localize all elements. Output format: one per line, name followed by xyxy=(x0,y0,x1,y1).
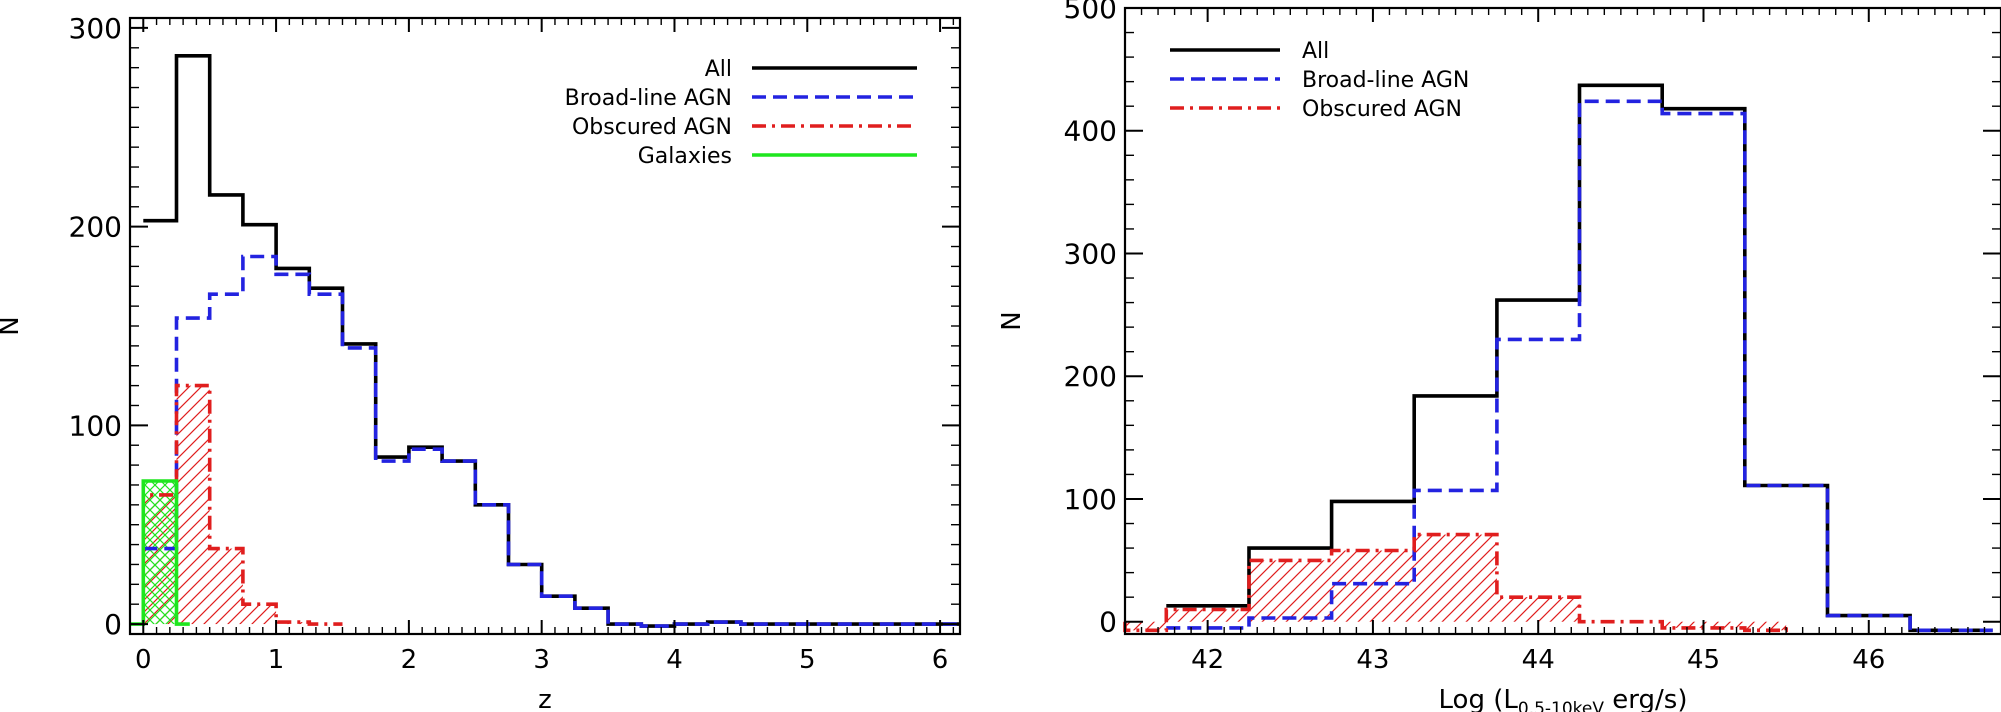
x-tick-label: 2 xyxy=(401,645,418,675)
hatched-bar xyxy=(1496,597,1580,622)
x-tick-label: 3 xyxy=(533,645,550,675)
y-tick-label: 400 xyxy=(1064,115,1117,148)
hatched-bar xyxy=(1414,534,1497,622)
series-broad-line-agn-line xyxy=(1166,99,1993,633)
hatched-bar xyxy=(1331,550,1415,622)
legend-label: Obscured AGN xyxy=(572,115,732,140)
redshift-histogram-panel: 0 1 2 3 4 5 6 0 100 200 300 z N All Broad-line AGN O… xyxy=(0,12,962,712)
x-axis-label: Log (L0.5-10keV erg/s) xyxy=(1439,685,1688,712)
y-tick-label: 500 xyxy=(1064,0,1117,25)
legend-label: Obscured AGN xyxy=(1302,97,1462,122)
y-axis-label: N xyxy=(0,316,25,335)
legend-label: All xyxy=(1302,39,1329,64)
y-tick-label: 300 xyxy=(1064,237,1117,270)
x-tick-label: 42 xyxy=(1191,645,1224,675)
hatched-bar xyxy=(176,385,210,625)
legend-label: All xyxy=(705,57,732,82)
series-obscured-agn-line xyxy=(1123,532,1788,633)
x-tick-label: 44 xyxy=(1522,645,1555,675)
y-tick-label: 300 xyxy=(69,12,122,45)
x-tick-label: 46 xyxy=(1852,645,1885,675)
hatched-bar xyxy=(1744,621,1787,631)
legend: All Broad-line AGN Obscured AGN xyxy=(1170,39,1469,122)
y-tick-label: 100 xyxy=(1064,483,1117,516)
y-tick-label: 100 xyxy=(69,409,122,442)
x-tick-label: 45 xyxy=(1687,645,1720,675)
hatched-bar xyxy=(143,480,177,625)
series-obscured-agn-line xyxy=(141,383,343,626)
legend-label: Broad-line AGN xyxy=(565,86,732,111)
y-axis-label: N xyxy=(997,311,1027,330)
x-tick-label: 5 xyxy=(799,645,816,675)
series-all-line xyxy=(143,54,960,628)
hatched-bar xyxy=(1248,560,1332,622)
series-broad-line-agn-line xyxy=(143,254,960,628)
legend-label: Broad-line AGN xyxy=(1302,68,1469,93)
x-tick-label: 6 xyxy=(932,645,949,675)
hatched-bar xyxy=(242,604,277,625)
y-tick-label: 0 xyxy=(104,608,122,641)
plot-frame xyxy=(128,16,962,636)
hatched-bar xyxy=(209,548,243,625)
x-tick-label: 0 xyxy=(135,645,152,675)
y-tick-label: 0 xyxy=(1099,606,1117,639)
y-tick-label: 200 xyxy=(1064,360,1117,393)
hatched-bar xyxy=(276,622,310,625)
x-tick-label: 43 xyxy=(1356,645,1389,675)
legend: All Broad-line AGN Obscured AGN Galaxies xyxy=(565,57,917,169)
plot-frame xyxy=(1123,6,2001,636)
hatched-bar xyxy=(1125,621,1167,631)
y-tick-label: 200 xyxy=(69,211,122,244)
x-tick-label: 4 xyxy=(666,645,683,675)
legend-label: Galaxies xyxy=(638,144,732,169)
hatched-bar xyxy=(1166,609,1249,622)
luminosity-histogram-panel: 42 43 44 45 46 0 100 200 300 400 500 Log (L0.5-10k… xyxy=(997,0,2001,712)
x-axis-label: z xyxy=(538,685,552,712)
x-tick-label: 1 xyxy=(268,645,285,675)
